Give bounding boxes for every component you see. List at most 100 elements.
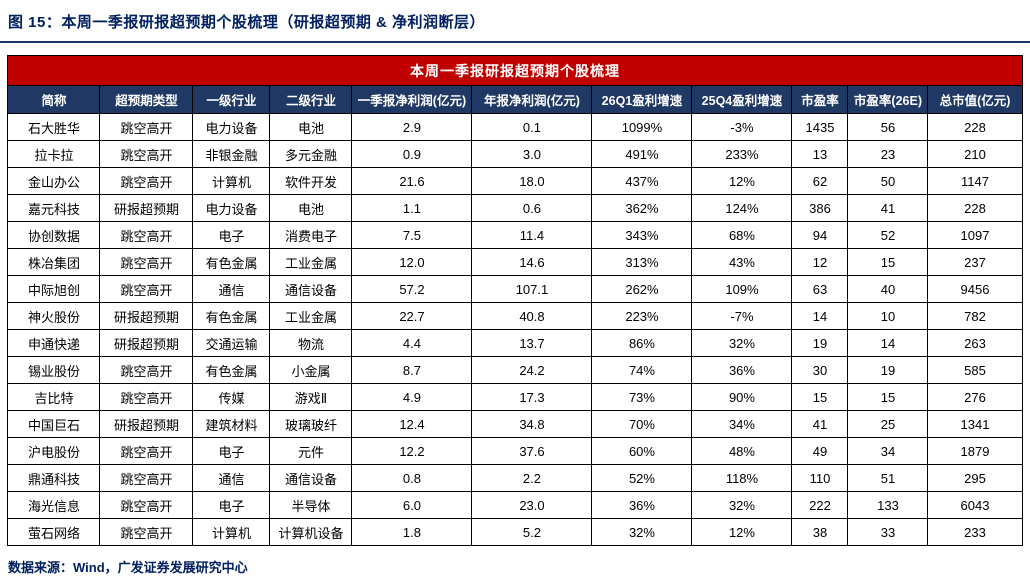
table-cell: 4.4 [351,329,473,357]
table-cell: 1147 [927,167,1023,195]
table-cell: 15 [847,383,929,411]
table-cell: 13.7 [471,329,593,357]
table-cell: 233% [691,140,793,168]
table-cell: 343% [591,221,693,249]
table-cell: 萤石网络 [7,518,101,546]
table-cell: 276 [927,383,1023,411]
table-cell: 非银金融 [192,140,271,168]
table-cell: 37.6 [471,437,593,465]
table-body: 石大胜华 跳空高开 电力设备 电池 2.9 0.1 1099% -3% 1435 56 228 拉卡拉… [7,113,1023,546]
table-cell: 半导体 [269,491,353,519]
table-cell: 研报超预期 [99,302,194,330]
table-cell: 计算机设备 [269,518,353,546]
table-cell: 14 [791,302,849,330]
table-cell: 6.0 [351,491,473,519]
table-cell: 交通运输 [192,329,271,357]
table-cell: 0.9 [351,140,473,168]
table-cell: 电子 [192,221,271,249]
table-cell: 33 [847,518,929,546]
table-cell: 34.8 [471,410,593,438]
column-header: 市盈率 [791,85,849,114]
table-cell: 32% [591,518,693,546]
table-cell: 4.9 [351,383,473,411]
table-cell: 25 [847,410,929,438]
table-cell: 437% [591,167,693,195]
table-cell: 585 [927,356,1023,384]
table-cell: 386 [791,194,849,222]
table-cell: 2.9 [351,113,473,141]
table-row: 株冶集团 跳空高开 有色金属 工业金属 12.0 14.6 313% 43% 12 15 237 [7,248,1023,276]
table-cell: 拉卡拉 [7,140,101,168]
column-header: 二级行业 [269,85,353,114]
table-cell: 小金属 [269,356,353,384]
table-row: 嘉元科技 研报超预期 电力设备 电池 1.1 0.6 362% 124% 386 41 228 [7,194,1023,222]
table-cell: 有色金属 [192,356,271,384]
table-cell: 14 [847,329,929,357]
table-cell: 32% [691,491,793,519]
table-cell: 62 [791,167,849,195]
table-cell: 跳空高开 [99,140,194,168]
table-cell: 49 [791,437,849,465]
table-cell: 21.6 [351,167,473,195]
table-cell: 金山办公 [7,167,101,195]
table-cell: 233 [927,518,1023,546]
table-cell: 电子 [192,491,271,519]
table-row: 神火股份 研报超预期 有色金属 工业金属 22.7 40.8 223% -7% 14 10 782 [7,302,1023,330]
table-cell: 210 [927,140,1023,168]
table-cell: 跳空高开 [99,167,194,195]
table-cell: 锡业股份 [7,356,101,384]
table-cell: 52 [847,221,929,249]
table-cell: 游戏Ⅱ [269,383,353,411]
table-cell: 1.1 [351,194,473,222]
column-header: 一季报净利润(亿元) [351,85,473,114]
table-cell: 8.7 [351,356,473,384]
column-header: 一级行业 [192,85,271,114]
table-cell: 多元金融 [269,140,353,168]
table-cell: 362% [591,194,693,222]
table-cell: 电子 [192,437,271,465]
table-cell: 74% [591,356,693,384]
table-cell: 17.3 [471,383,593,411]
table-row: 锡业股份 跳空高开 有色金属 小金属 8.7 24.2 74% 36% 30 19 585 [7,356,1023,384]
table-cell: 43% [691,248,793,276]
table-row: 拉卡拉 跳空高开 非银金融 多元金融 0.9 3.0 491% 233% 13 23 210 [7,140,1023,168]
table-row: 萤石网络 跳空高开 计算机 计算机设备 1.8 5.2 32% 12% 38 33 233 [7,518,1023,546]
table-cell: 物流 [269,329,353,357]
table-cell: 有色金属 [192,248,271,276]
table-cell: 研报超预期 [99,329,194,357]
table-row: 鼎通科技 跳空高开 通信 通信设备 0.8 2.2 52% 118% 110 51 295 [7,464,1023,492]
table-cell: 7.5 [351,221,473,249]
table-cell: 消费电子 [269,221,353,249]
table-cell: 12.0 [351,248,473,276]
table-cell: 中国巨石 [7,410,101,438]
table-cell: 228 [927,113,1023,141]
table-cell: 782 [927,302,1023,330]
table-cell: 10 [847,302,929,330]
table-cell: 1341 [927,410,1023,438]
stocks-table: 本周一季报研报超预期个股梳理 简称 超预期类型 一级行业 二级行业 一季报净利润(亿元)… [7,55,1023,546]
table-cell: 34 [847,437,929,465]
table-cell: 建筑材料 [192,410,271,438]
table-cell: 40 [847,275,929,303]
table-cell: 313% [591,248,693,276]
column-header: 超预期类型 [99,85,194,114]
table-cell: 22.7 [351,302,473,330]
table-cell: 51 [847,464,929,492]
table-cell: 57.2 [351,275,473,303]
table-cell: 研报超预期 [99,194,194,222]
table-cell: 237 [927,248,1023,276]
table-cell: 电池 [269,113,353,141]
table-cell: 0.6 [471,194,593,222]
table-cell: 34% [691,410,793,438]
source-note: 数据来源：Wind，广发证券发展研究中心 [8,560,248,575]
table-cell: 0.8 [351,464,473,492]
table-cell: 19 [791,329,849,357]
table-cell: 电池 [269,194,353,222]
table-cell: 吉比特 [7,383,101,411]
table-cell: 跳空高开 [99,518,194,546]
table-cell: 133 [847,491,929,519]
table-cell: 262% [591,275,693,303]
table-cell: 研报超预期 [99,410,194,438]
table-cell: 传媒 [192,383,271,411]
table-cell: 3.0 [471,140,593,168]
